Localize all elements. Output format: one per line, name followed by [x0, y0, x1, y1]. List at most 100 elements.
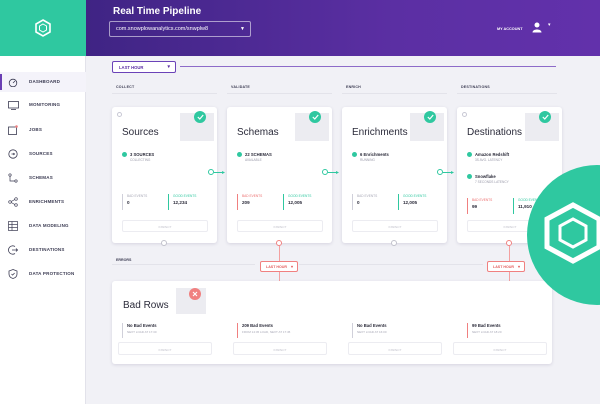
time-range-divider: [180, 66, 556, 67]
bad-rows-card[interactable]: Bad Rows No Bad Events NEXT LOAD AT 17:3…: [112, 281, 552, 364]
status-dot-icon: [467, 174, 472, 179]
status-dot-icon: [467, 152, 472, 157]
metric-value: 11,910: [518, 204, 532, 209]
metric-value: 12,005: [403, 200, 418, 205]
chevron-down-icon: ▾: [517, 264, 520, 269]
metric-value: 0: [357, 200, 360, 205]
pipeline-select-value: com.snowplowanalytics.com/snwplw8: [116, 26, 209, 32]
metric-value: 209: [242, 200, 250, 205]
hexagon-logo-icon: [35, 19, 51, 37]
card-status: 22 SCHEMAS: [245, 152, 272, 157]
sidebar-item-data-protection[interactable]: DATA PROTECTION: [0, 264, 86, 284]
top-header: Real Time Pipeline com.snowplowanalytics…: [86, 0, 600, 56]
bad-events-metric: BAD EVENTS 0: [122, 194, 164, 210]
stage-divider: [457, 93, 557, 94]
hexagon-logo-icon: [544, 202, 600, 264]
bad-rows-headline: 99 Bad Events: [472, 323, 501, 328]
metric-label: GOOD EVENTS: [403, 194, 427, 198]
jobs-icon: [7, 124, 19, 136]
check-icon: [424, 111, 436, 123]
stage-divider: [342, 93, 447, 94]
metric-label: GOOD EVENTS: [288, 194, 312, 198]
card-status: 3 SOURCES: [130, 152, 155, 157]
bad-rows-headline: No Bad Events: [357, 323, 387, 328]
sidebar-item-sources[interactable]: SOURCES: [0, 144, 86, 164]
card-radio-icon: [462, 112, 467, 117]
card-title: Destinations: [467, 127, 523, 138]
sidebar-item-enrichments[interactable]: ENRICHMENTS: [0, 192, 86, 212]
bad-events-metric: BAD EVENTS 0: [352, 194, 394, 210]
account-label[interactable]: MY ACCOUNT: [497, 27, 523, 31]
sidebar-item-label: DESTINATIONS: [29, 247, 65, 252]
sidebar-item-label: SOURCES: [29, 151, 53, 156]
schemas-card[interactable]: Schemas 22 SCHEMAS AVAILABLE BAD EVENTS …: [227, 107, 332, 243]
inspect-button[interactable]: INSPECT: [352, 220, 438, 232]
user-icon[interactable]: [532, 20, 542, 38]
status-dot-icon: [352, 152, 357, 157]
inspect-button[interactable]: INSPECT: [237, 220, 323, 232]
time-range-value: LAST HOUR: [119, 65, 144, 70]
data-protection-icon: [7, 268, 19, 280]
enrichments-card[interactable]: Enrichments 6 Enrichments RUNNING BAD EV…: [342, 107, 447, 243]
good-events-metric: GOOD EVENTS 12,234: [168, 194, 210, 210]
metric-label: GOOD EVENTS: [173, 194, 197, 198]
error-range-select[interactable]: LAST HOUR ▾: [260, 261, 298, 272]
enrichments-icon: [7, 196, 19, 208]
card-status-2-sub: 7 SECONDS LATENCY: [475, 180, 509, 184]
sidebar-item-dashboard[interactable]: DASHBOARD: [0, 72, 86, 92]
bad-rows-sub: NEXT LOAD AT 18:20: [472, 330, 502, 334]
stage-label-enrich: ENRICH: [346, 85, 361, 89]
sidebar-item-destinations[interactable]: DESTINATIONS: [0, 240, 86, 260]
sidebar-item-label: SCHEMAS: [29, 175, 53, 180]
errors-divider: [112, 264, 255, 265]
inspect-button[interactable]: INSPECT: [118, 342, 212, 355]
metric-label: GOOD EVENTS: [518, 198, 542, 202]
card-status-sub: RUNNING: [360, 158, 375, 162]
stage-label-collect: COLLECT: [116, 85, 135, 89]
inspect-button[interactable]: INSPECT: [233, 342, 327, 355]
metric-value: 12,234: [173, 200, 188, 205]
metric-value: 12,005: [288, 200, 303, 205]
flow-connector: [208, 169, 214, 175]
chevron-down-icon[interactable]: ▾: [548, 22, 551, 28]
pipeline-select[interactable]: com.snowplowanalytics.com/snwplw8 ▼: [109, 21, 251, 37]
metric-label: BAD EVENTS: [357, 194, 378, 198]
status-dot-icon: [237, 152, 242, 157]
data-modeling-icon: [7, 220, 19, 232]
card-status: Amazon Redshift: [475, 152, 510, 157]
error-range-value: LAST HOUR: [266, 265, 287, 269]
flow-connector: [506, 240, 512, 246]
inspect-button[interactable]: INSPECT: [453, 342, 547, 355]
flow-line: [328, 172, 338, 173]
flow-connector: [391, 240, 397, 246]
sources-card[interactable]: Sources 3 SOURCES COLLECTING BAD EVENTS …: [112, 107, 217, 243]
chevron-down-icon: ▼: [240, 26, 245, 32]
destinations-icon: [7, 244, 19, 256]
inspect-button[interactable]: INSPECT: [348, 342, 442, 355]
error-range-select[interactable]: LAST HOUR ▾: [487, 261, 525, 272]
bad-rows-sub: FROM 14:45 LOAD, NEXT AT 17:45: [242, 330, 291, 334]
bad-rows-headline: 209 Bad Events: [242, 323, 273, 328]
sidebar-item-data-modeling[interactable]: DATA MODELING: [0, 216, 86, 236]
bad-rows-column: No Bad Events NEXT LOAD AT 17:30: [122, 323, 217, 338]
errors-divider: [299, 264, 483, 265]
card-status-sub: 3S AVG. LATENCY: [475, 158, 503, 162]
good-events-metric: GOOD EVENTS 11,910: [513, 198, 555, 214]
metric-value: 0: [127, 200, 130, 205]
good-events-metric: GOOD EVENTS 12,005: [283, 194, 325, 210]
error-range-value: LAST HOUR: [493, 265, 514, 269]
destinations-card[interactable]: Destinations Amazon Redshift 3S AVG. LAT…: [457, 107, 562, 243]
metric-value: 99: [472, 204, 478, 209]
arrow-right-icon: ▸: [222, 170, 226, 176]
error-line: [509, 246, 510, 261]
sidebar-item-monitoring[interactable]: MONITORING: [0, 95, 86, 115]
flow-connector: [322, 169, 328, 175]
card-status-2: Snowflake: [475, 174, 496, 179]
sidebar-item-schemas[interactable]: SCHEMAS: [0, 168, 86, 188]
sidebar-item-jobs[interactable]: JOBS: [0, 120, 86, 140]
brand-logo[interactable]: [0, 0, 86, 56]
metric-label: BAD EVENTS: [242, 194, 263, 198]
time-range-select[interactable]: LAST HOUR ▾: [112, 61, 176, 73]
card-title: Schemas: [237, 127, 279, 138]
inspect-button[interactable]: INSPECT: [122, 220, 208, 232]
